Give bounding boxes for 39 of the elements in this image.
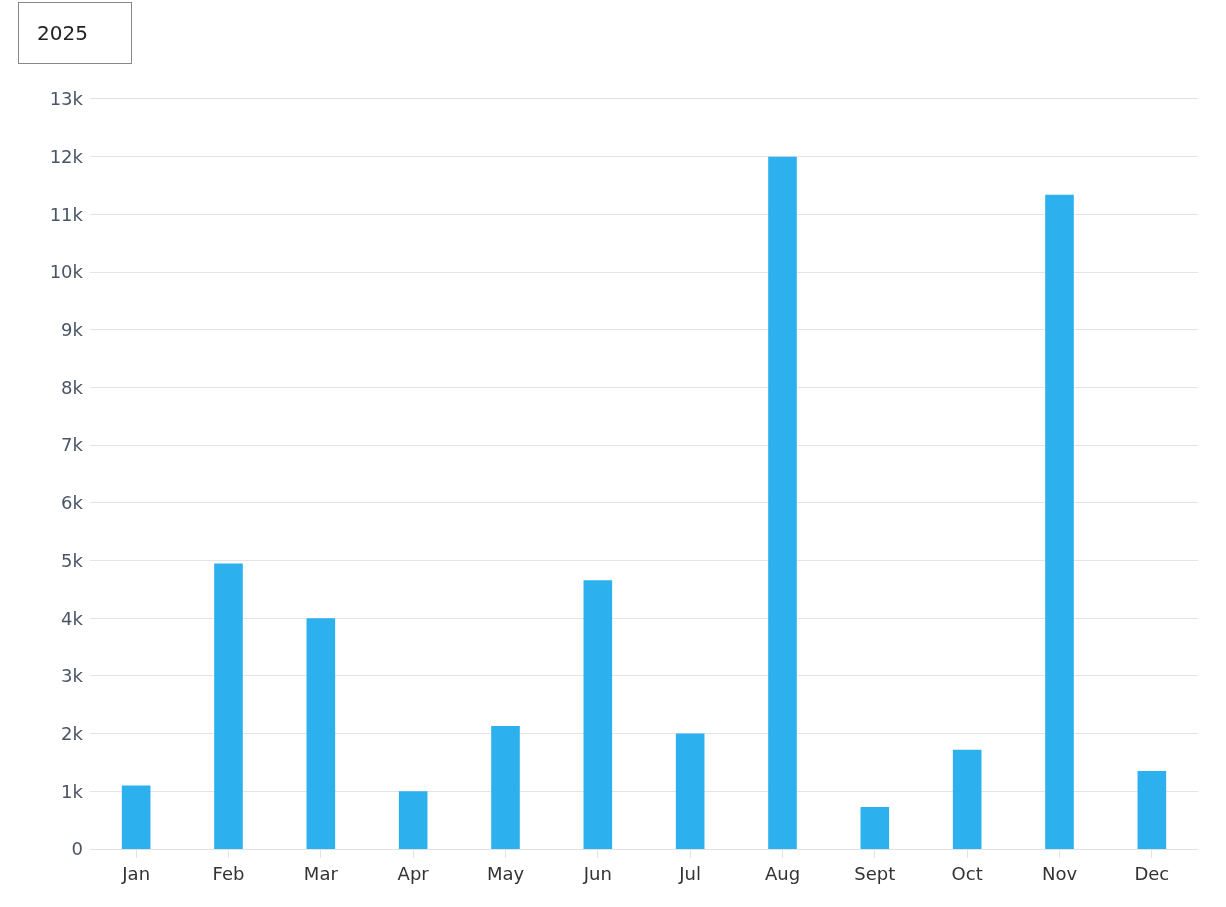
bar xyxy=(491,726,520,849)
y-tick-label: 5k xyxy=(61,549,84,571)
y-tick-label: 12k xyxy=(49,145,84,167)
y-tick-label: 8k xyxy=(61,376,84,398)
x-tick-label: Jun xyxy=(582,862,612,884)
bar xyxy=(1045,194,1074,849)
x-tick-label: Sept xyxy=(854,862,896,884)
x-tick-label: Apr xyxy=(397,862,430,884)
bar xyxy=(214,563,243,849)
x-tick-label: May xyxy=(486,862,525,884)
x-tick-label: Dec xyxy=(1134,862,1170,884)
x-tick-label: Oct xyxy=(951,862,983,884)
y-tick-label: 11k xyxy=(49,203,84,225)
y-tick-label: 0 xyxy=(71,838,83,860)
bar xyxy=(860,806,890,849)
y-tick-label: 4k xyxy=(61,607,84,629)
y-tick-label: 9k xyxy=(61,319,84,341)
bar xyxy=(121,785,151,849)
bar xyxy=(768,156,797,849)
bar xyxy=(398,791,428,849)
text: 2025 xyxy=(37,21,114,45)
bar xyxy=(675,733,705,849)
y-tick-label: 13k xyxy=(49,88,84,110)
y-tick-label: 7k xyxy=(61,434,84,456)
x-tick-label: Aug xyxy=(764,862,801,884)
x-tick-label: Mar xyxy=(303,862,339,884)
y-tick-label: 10k xyxy=(49,261,84,283)
bar xyxy=(583,580,613,849)
y-tick-label: 3k xyxy=(61,665,84,687)
x-tick-label: Feb xyxy=(212,862,245,884)
y-tick-label: 1k xyxy=(61,780,84,802)
y-tick-label: 2k xyxy=(61,722,84,744)
bar xyxy=(1137,771,1167,849)
y-tick-label: 6k xyxy=(61,492,84,514)
bar xyxy=(306,618,336,849)
x-tick-label: Jul xyxy=(678,862,702,884)
bar xyxy=(952,749,982,849)
x-tick-label: Nov xyxy=(1041,862,1078,884)
x-tick-label: Jan xyxy=(121,862,151,884)
